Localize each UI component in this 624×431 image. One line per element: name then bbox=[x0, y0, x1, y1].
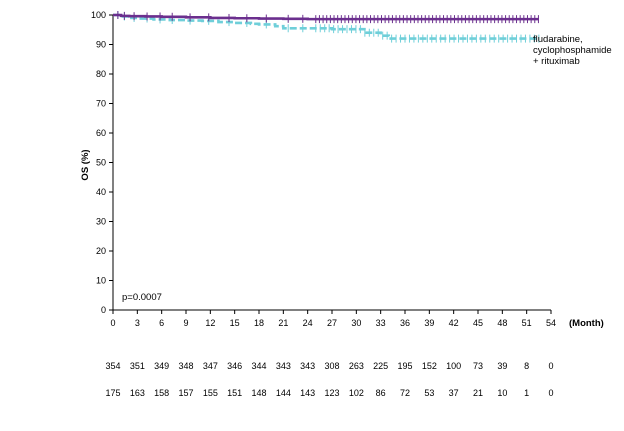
risk-cell: 86 bbox=[376, 388, 386, 398]
risk-cell: 72 bbox=[400, 388, 410, 398]
risk-cell: 343 bbox=[276, 361, 291, 371]
x-tick-label: 33 bbox=[376, 318, 386, 328]
y-tick-label: 30 bbox=[96, 217, 106, 227]
x-tick-label: 12 bbox=[205, 318, 215, 328]
x-tick-label: 3 bbox=[135, 318, 140, 328]
risk-cell: 347 bbox=[203, 361, 218, 371]
chart-series bbox=[113, 11, 540, 43]
y-axis-label: OS (%) bbox=[80, 149, 91, 180]
risk-cell: 102 bbox=[349, 388, 364, 398]
risk-table: 354 351 349 348 347 346 344 343 343 308 263 225 195 1… bbox=[105, 361, 553, 398]
x-tick-label: 6 bbox=[159, 318, 164, 328]
x-tick-label: 0 bbox=[110, 318, 115, 328]
risk-cell: 354 bbox=[105, 361, 120, 371]
risk-cell: 351 bbox=[130, 361, 145, 371]
x-tick-label: 39 bbox=[424, 318, 434, 328]
x-tick-label: 51 bbox=[522, 318, 532, 328]
risk-cell: 1 bbox=[524, 388, 529, 398]
x-tick-label: 18 bbox=[254, 318, 264, 328]
x-tick-label: 15 bbox=[230, 318, 240, 328]
risk-cell: 8 bbox=[524, 361, 529, 371]
risk-cell: 37 bbox=[449, 388, 459, 398]
x-axis-label: (Month) bbox=[569, 318, 604, 329]
risk-cell: 344 bbox=[251, 361, 266, 371]
risk-cell: 195 bbox=[397, 361, 412, 371]
x-tick-label: 30 bbox=[351, 318, 361, 328]
x-tick-label: 48 bbox=[497, 318, 507, 328]
risk-cell: 39 bbox=[497, 361, 507, 371]
risk-cell: 155 bbox=[203, 388, 218, 398]
x-tick-label: 27 bbox=[327, 318, 337, 328]
risk-cell: 225 bbox=[373, 361, 388, 371]
x-tick-label: 21 bbox=[278, 318, 288, 328]
risk-cell: 308 bbox=[324, 361, 339, 371]
y-tick-label: 10 bbox=[96, 276, 106, 286]
y-tick-label: 70 bbox=[96, 99, 106, 109]
y-tick-label: 100 bbox=[91, 10, 106, 20]
y-tick-label: 50 bbox=[96, 158, 106, 168]
x-tick-label: 24 bbox=[303, 318, 313, 328]
risk-cell: 163 bbox=[130, 388, 145, 398]
y-tick-label: 90 bbox=[96, 40, 106, 50]
x-tick-label: 36 bbox=[400, 318, 410, 328]
risk-cell: 10 bbox=[497, 388, 507, 398]
risk-cell: 21 bbox=[473, 388, 483, 398]
risk-cell: 343 bbox=[300, 361, 315, 371]
risk-cell: 158 bbox=[154, 388, 169, 398]
survival-curve bbox=[113, 13, 539, 40]
risk-cell: 100 bbox=[446, 361, 461, 371]
y-tick-label: 60 bbox=[96, 128, 106, 138]
x-tick-label: 9 bbox=[183, 318, 188, 328]
x-tick-label: 42 bbox=[449, 318, 459, 328]
x-tick-label: 45 bbox=[473, 318, 483, 328]
risk-cell: 0 bbox=[548, 361, 553, 371]
risk-cell: 349 bbox=[154, 361, 169, 371]
risk-cell: 148 bbox=[251, 388, 266, 398]
risk-cell: 53 bbox=[424, 388, 434, 398]
legend-label-line-1: fludarabine, bbox=[533, 34, 583, 45]
risk-cell: 152 bbox=[422, 361, 437, 371]
legend-label-line-2: cyclophosphamide bbox=[533, 45, 612, 56]
risk-cell: 263 bbox=[349, 361, 364, 371]
risk-cell: 157 bbox=[178, 388, 193, 398]
risk-cell: 175 bbox=[105, 388, 120, 398]
risk-cell: 73 bbox=[473, 361, 483, 371]
x-tick-label: 54 bbox=[546, 318, 556, 328]
legend-label-line-3: + rituximab bbox=[533, 56, 580, 67]
y-tick-label: 20 bbox=[96, 246, 106, 256]
risk-cell: 348 bbox=[178, 361, 193, 371]
risk-cell: 151 bbox=[227, 388, 242, 398]
risk-cell: 123 bbox=[324, 388, 339, 398]
y-tick-label: 40 bbox=[96, 187, 106, 197]
risk-cell: 143 bbox=[300, 388, 315, 398]
survival-curve bbox=[113, 13, 539, 21]
risk-cell: 144 bbox=[276, 388, 291, 398]
p-value-annotation: p=0.0007 bbox=[122, 292, 162, 303]
risk-cell: 346 bbox=[227, 361, 242, 371]
chart-labels: OS (%) (Month) p=0.0007 fludarabine, cyc… bbox=[80, 34, 612, 329]
y-tick-label: 0 bbox=[101, 305, 106, 315]
series-comparator bbox=[113, 11, 539, 24]
risk-cell: 0 bbox=[548, 388, 553, 398]
y-tick-label: 80 bbox=[96, 69, 106, 79]
